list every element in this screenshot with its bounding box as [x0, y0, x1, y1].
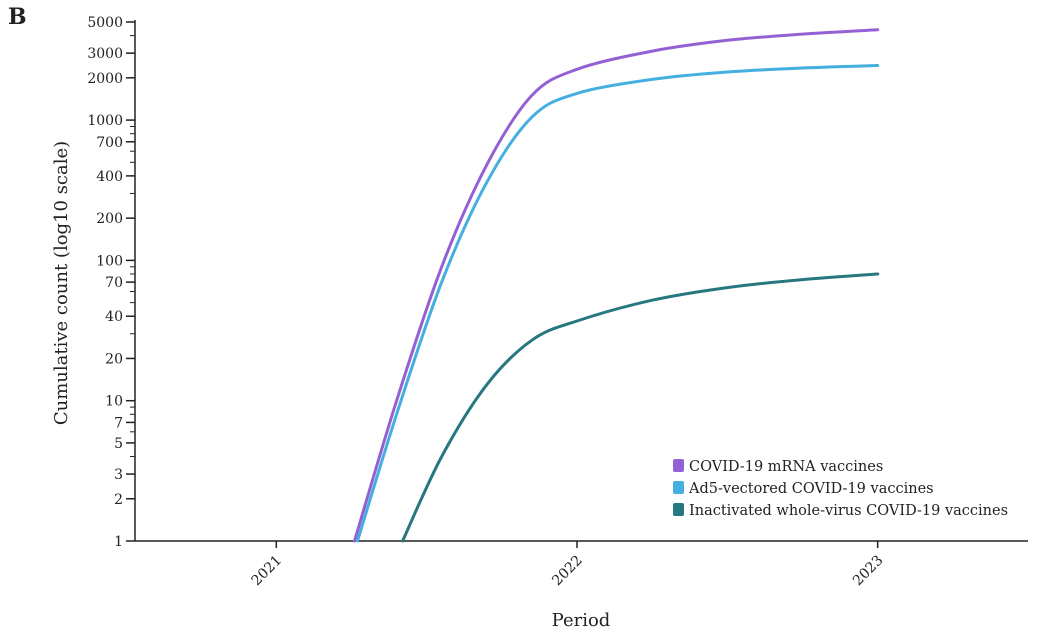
y-axis-title: Cumulative count (log10 scale)	[51, 141, 72, 425]
y-axis-ticks: 1 2 3 5 7 10 20 40 70 100 200 400 700 1000 2000 3000 500…	[87, 15, 135, 550]
y-tick-label: 3	[114, 467, 123, 483]
y-tick-label: 40	[105, 309, 123, 325]
y-tick-label: 200	[96, 211, 123, 227]
y-tick-label: 3000	[87, 46, 123, 62]
panel-label: B	[8, 4, 27, 30]
x-tick-label: 2023	[850, 553, 887, 590]
series-line-1	[353, 28, 880, 543]
legend-label-1: COVID-19 mRNA vaccines	[689, 459, 883, 475]
y-tick-label: 2000	[87, 71, 123, 87]
series-line-3	[401, 272, 880, 543]
x-tick-label: 2021	[249, 553, 286, 590]
legend-label-2: Ad5-vectored COVID-19 vaccines	[688, 481, 934, 497]
y-tick-label: 5	[114, 436, 123, 452]
legend-swatch-2	[673, 481, 684, 494]
x-tick-label: 2022	[549, 553, 586, 590]
series-lines	[353, 28, 880, 543]
x-axis-title: Period	[552, 610, 611, 631]
legend-label-3: Inactivated whole-virus COVID-19 vaccine…	[689, 503, 1008, 519]
y-tick-label: 7	[114, 415, 123, 431]
legend-swatch-1	[673, 459, 684, 472]
y-tick-label: 1000	[87, 113, 123, 129]
series-line-2	[356, 64, 880, 543]
y-tick-label: 100	[96, 253, 123, 269]
y-tick-label: 2	[114, 492, 123, 508]
legend: COVID-19 mRNA vaccines Ad5-vectored COVID…	[673, 459, 1008, 519]
x-axis-ticks: 2021 2022 2023	[249, 541, 887, 590]
y-tick-label: 20	[105, 351, 123, 367]
y-tick-label: 1	[114, 534, 123, 550]
y-tick-label: 70	[105, 275, 123, 291]
y-tick-label: 5000	[87, 15, 123, 31]
legend-swatch-3	[673, 503, 684, 516]
y-tick-label: 400	[96, 169, 123, 185]
axes	[134, 20, 1028, 542]
y-tick-label: 10	[105, 394, 123, 410]
y-tick-label: 700	[96, 135, 123, 151]
